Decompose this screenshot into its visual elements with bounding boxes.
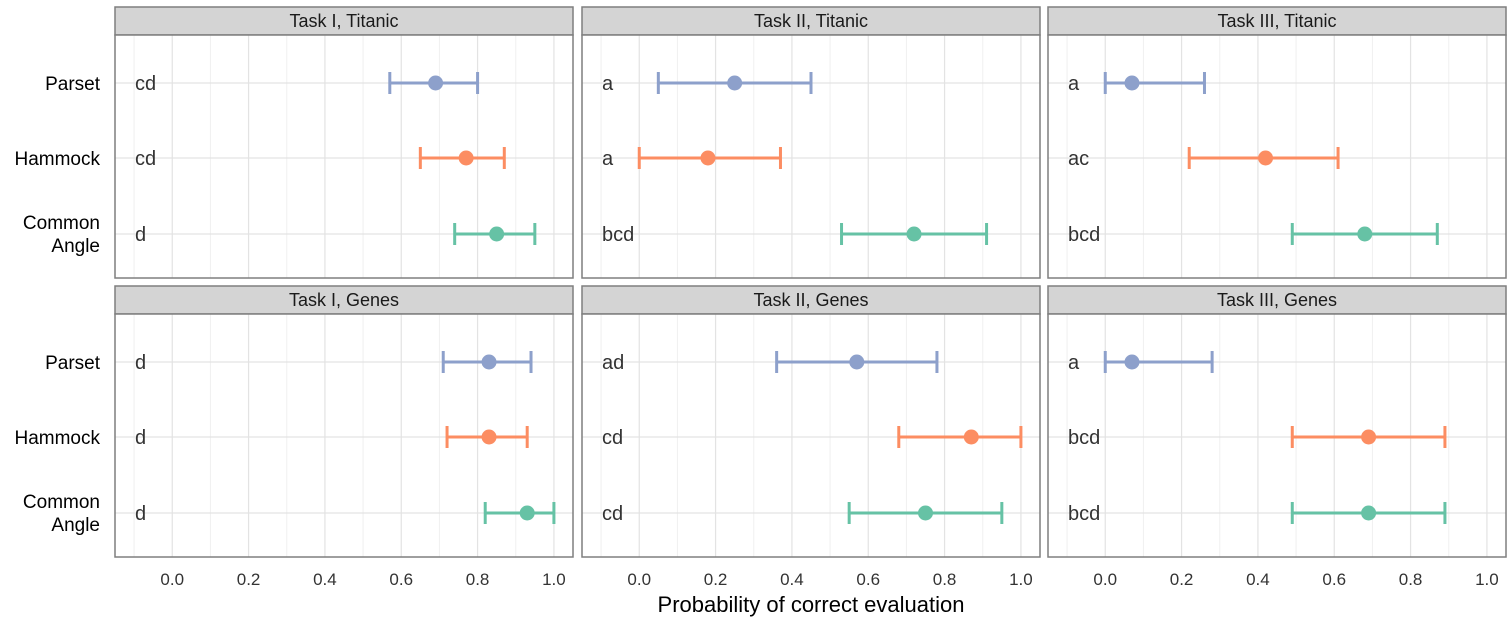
point-estimate (1258, 150, 1274, 166)
point-estimate (1361, 505, 1377, 521)
point-estimate (963, 429, 979, 445)
significance-letters: a (1068, 73, 1080, 95)
significance-letters: cd (602, 427, 623, 449)
y-category-label: Common (23, 213, 100, 234)
panel-strip (1047, 285, 1507, 315)
panel-border (114, 34, 574, 279)
x-tick-label: 0.8 (1399, 570, 1423, 589)
significance-letters: bcd (1068, 503, 1100, 525)
x-tick-label: 0.6 (1322, 570, 1346, 589)
x-tick-label: 0.4 (313, 570, 337, 589)
point-estimate (519, 505, 535, 521)
significance-letters: a (602, 148, 614, 170)
significance-letters: cd (135, 73, 156, 95)
point-estimate (481, 354, 497, 370)
panel-title: Task II, Titanic (754, 11, 868, 31)
panel-title: Task II, Genes (753, 290, 868, 310)
y-category-label: Angle (51, 236, 100, 257)
significance-letters: d (135, 503, 146, 525)
panel-title: Task III, Genes (1217, 290, 1337, 310)
significance-letters: a (602, 73, 614, 95)
significance-letters: bcd (602, 224, 634, 246)
y-category-label: Common (23, 492, 100, 513)
point-estimate (849, 354, 865, 370)
point-estimate (458, 150, 474, 166)
y-category-label: Parset (45, 353, 101, 374)
significance-letters: ad (602, 352, 624, 374)
significance-letters: d (135, 427, 146, 449)
x-tick-label: 0.4 (780, 570, 804, 589)
panel-strip (114, 6, 574, 36)
x-tick-label: 0.0 (160, 570, 184, 589)
x-tick-label: 0.2 (237, 570, 261, 589)
x-axis-title: Probability of correct evaluation (658, 592, 965, 617)
point-estimate (1357, 226, 1373, 242)
panel-strip (581, 6, 1041, 36)
significance-letters: bcd (1068, 224, 1100, 246)
panel-title: Task I, Genes (289, 290, 399, 310)
significance-letters: cd (602, 503, 623, 525)
panel-strip (581, 285, 1041, 315)
x-tick-label: 1.0 (1009, 570, 1033, 589)
x-tick-label: 0.8 (466, 570, 490, 589)
x-tick-label: 1.0 (542, 570, 566, 589)
y-category-label: Parset (45, 74, 101, 95)
x-tick-label: 0.2 (1170, 570, 1194, 589)
x-tick-label: 1.0 (1475, 570, 1499, 589)
x-tick-label: 0.2 (704, 570, 728, 589)
significance-letters: d (135, 352, 146, 374)
point-estimate (481, 429, 497, 445)
y-category-label: Angle (51, 515, 100, 536)
x-tick-label: 0.6 (856, 570, 880, 589)
panel-border (581, 34, 1041, 279)
panel-border (581, 313, 1041, 558)
panel-border (1047, 313, 1507, 558)
point-estimate (906, 226, 922, 242)
x-tick-label: 0.6 (389, 570, 413, 589)
x-tick-label: 0.0 (627, 570, 651, 589)
panel-title: Task I, Titanic (289, 11, 398, 31)
panel-border (1047, 34, 1507, 279)
point-estimate (1361, 429, 1377, 445)
significance-letters: bcd (1068, 427, 1100, 449)
y-category-label: Hammock (14, 428, 100, 449)
point-estimate (700, 150, 716, 166)
point-estimate (1124, 75, 1140, 91)
significance-letters: ac (1068, 148, 1089, 170)
significance-letters: d (135, 224, 146, 246)
point-estimate (727, 75, 743, 91)
panel-border (114, 313, 574, 558)
point-estimate (428, 75, 444, 91)
y-category-label: Hammock (14, 149, 100, 170)
panel-strip (1047, 6, 1507, 36)
point-estimate (918, 505, 933, 521)
x-tick-label: 0.0 (1093, 570, 1117, 589)
x-tick-label: 0.8 (933, 570, 957, 589)
panel-title: Task III, Titanic (1217, 11, 1336, 31)
point-estimate (489, 226, 505, 242)
x-tick-label: 0.4 (1246, 570, 1270, 589)
point-estimate (1124, 354, 1140, 370)
significance-letters: a (1068, 352, 1080, 374)
significance-letters: cd (135, 148, 156, 170)
